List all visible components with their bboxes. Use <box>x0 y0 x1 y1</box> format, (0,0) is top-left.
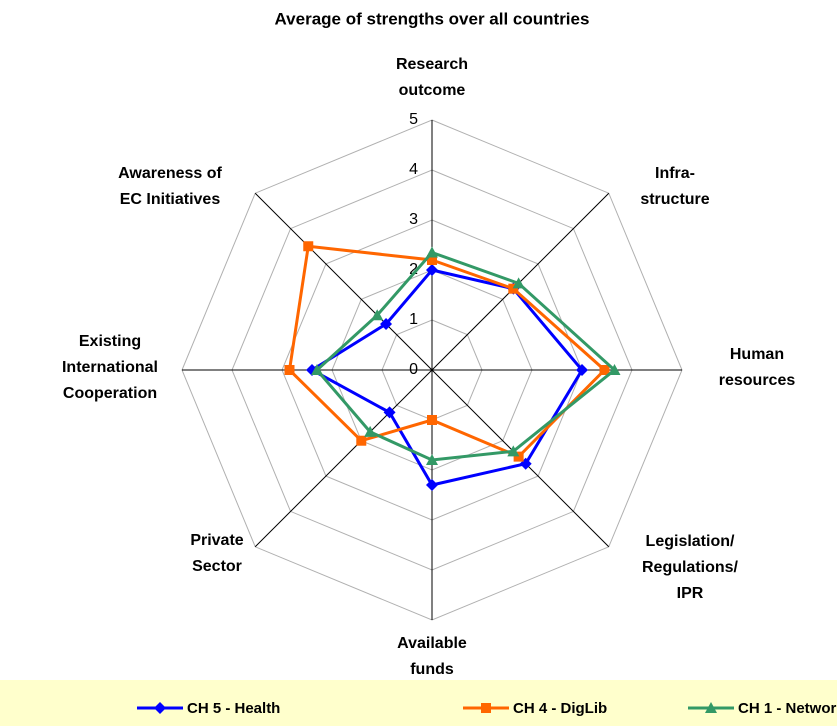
category-label: Private <box>190 532 243 549</box>
legend-label: CH 4 - DigLib <box>513 700 607 717</box>
legend-label: CH 1 - Networks <box>738 700 837 717</box>
category-label: IPR <box>677 585 704 602</box>
category-label: Legislation/ <box>646 533 735 550</box>
marker <box>311 364 323 375</box>
marker <box>513 451 524 462</box>
r-tick-label: 2 <box>409 261 418 278</box>
category-label: resources <box>719 372 796 389</box>
marker <box>356 435 367 446</box>
r-tick-label: 1 <box>409 311 418 328</box>
marker <box>284 365 295 375</box>
marker <box>383 406 396 419</box>
chart-title: Average of strengths over all countries <box>275 9 590 28</box>
r-tick-label: 5 <box>409 111 418 128</box>
category-label: Cooperation <box>63 385 157 402</box>
marker <box>705 702 717 713</box>
category-label: funds <box>410 661 454 678</box>
r-tick-label: 4 <box>409 161 418 178</box>
r-tick-label: 3 <box>409 211 418 228</box>
category-label: outcome <box>399 82 466 99</box>
marker <box>507 445 520 457</box>
marker <box>512 277 525 289</box>
category-label: Available <box>397 635 467 652</box>
axis-spoke <box>254 192 433 371</box>
category-label: structure <box>640 191 709 208</box>
category-label: International <box>62 359 158 376</box>
category-label: Human <box>730 346 784 363</box>
category-label: Sector <box>192 558 242 575</box>
category-label: Research <box>396 56 468 73</box>
marker <box>380 318 393 331</box>
marker <box>576 364 588 376</box>
category-label: Infra- <box>655 165 695 182</box>
marker <box>427 415 437 425</box>
marker <box>599 365 610 375</box>
axis-spoke <box>254 369 433 548</box>
r-tick-label: 0 <box>409 361 418 378</box>
category-label: Existing <box>79 333 141 350</box>
legend-label: CH 5 - Health <box>187 700 280 717</box>
category-label: EC Initiatives <box>120 191 221 208</box>
marker <box>508 283 519 294</box>
marker <box>427 255 437 265</box>
marker <box>426 479 438 491</box>
marker <box>303 241 314 252</box>
marker <box>426 246 438 258</box>
category-label: Awareness of <box>118 165 222 182</box>
marker <box>154 702 166 714</box>
marker <box>426 264 438 276</box>
category-label: Regulations/ <box>642 559 739 576</box>
marker <box>608 364 621 375</box>
marker <box>364 425 377 437</box>
marker <box>371 309 384 321</box>
legend-box <box>0 680 837 726</box>
marker <box>426 454 438 465</box>
marker <box>481 703 491 713</box>
